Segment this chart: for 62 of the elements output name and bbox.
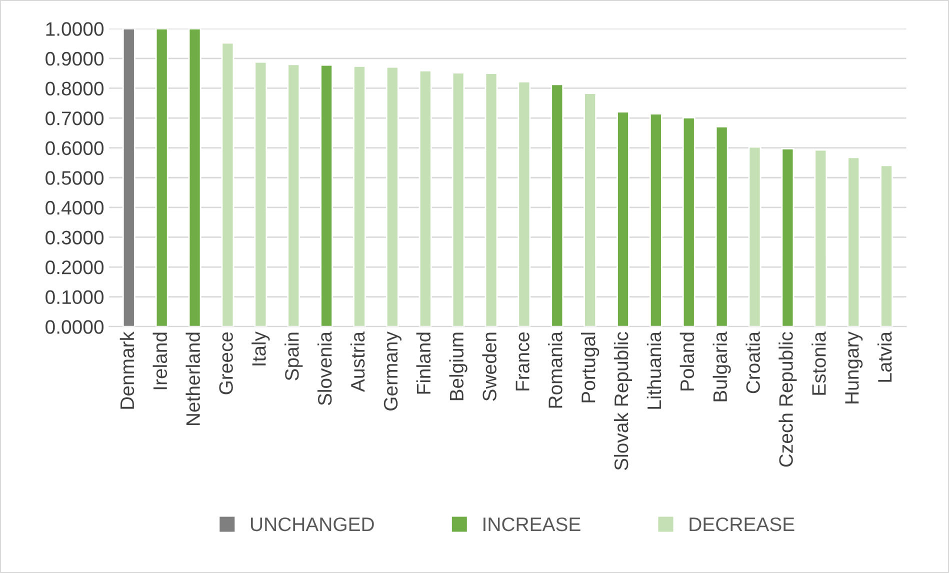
bar xyxy=(484,72,498,327)
x-tick-label: Denmark xyxy=(120,331,134,409)
bar xyxy=(386,66,399,327)
bar xyxy=(155,28,168,327)
x-tick-label: Finland xyxy=(416,332,431,394)
y-tick-label: 0.8000 xyxy=(46,82,104,96)
x-tick-label: Slovenia xyxy=(317,331,332,406)
y-tick-label: 0.9000 xyxy=(46,52,104,66)
bar xyxy=(682,117,696,327)
x-tick-label: Bulgaria xyxy=(712,331,731,402)
bar xyxy=(847,156,860,327)
bar xyxy=(452,72,465,327)
bar xyxy=(814,149,828,327)
y-tick-label: 0.4000 xyxy=(46,200,104,215)
y-tick-label: 0.6000 xyxy=(46,141,104,156)
x-tick-label: Poland xyxy=(680,332,694,390)
bar xyxy=(649,113,662,327)
x-tick-label: Lithuania xyxy=(646,331,662,409)
y-tick-label: 0.7000 xyxy=(46,112,104,126)
bar xyxy=(353,66,366,327)
bar xyxy=(122,28,136,327)
x-tick-label: Greece xyxy=(219,332,233,394)
x-tick-label: Croatia xyxy=(746,331,760,394)
y-tick-label: 0.5000 xyxy=(46,171,104,185)
bar xyxy=(748,146,762,327)
bar xyxy=(287,64,300,327)
x-tick-label: Slovak Republic xyxy=(614,332,632,470)
bar xyxy=(880,164,893,327)
bar xyxy=(518,80,531,327)
x-tick-label: Latvia xyxy=(877,331,892,382)
x-tick-label: Czech Republic xyxy=(778,332,797,467)
x-tick-label: Sweden xyxy=(482,332,496,401)
bar xyxy=(715,126,728,327)
x-tick-label: France xyxy=(516,332,530,390)
bar xyxy=(418,70,432,327)
bar xyxy=(616,111,630,327)
x-tick-label: Estonia xyxy=(812,331,826,395)
bar xyxy=(221,42,234,327)
y-tick-label: 1.0000 xyxy=(46,22,104,36)
y-tick-label: 0.3000 xyxy=(46,230,104,244)
x-tick-label: Austria xyxy=(350,331,365,392)
x-tick-label: Portugal xyxy=(581,332,600,402)
bar xyxy=(584,92,597,327)
bar xyxy=(781,148,794,327)
legend-label: INCREASE xyxy=(484,517,580,532)
bar xyxy=(550,84,564,327)
legend-label: UNCHANGED xyxy=(251,517,374,532)
bar xyxy=(188,28,202,327)
bar xyxy=(320,64,333,327)
bar xyxy=(254,61,268,327)
x-tick-label: Germany xyxy=(384,332,402,410)
x-tick-label: Spain xyxy=(284,332,303,380)
x-tick-label: Belgium xyxy=(449,332,468,400)
legend-label: DECREASE xyxy=(690,517,794,532)
x-tick-label: Italy xyxy=(252,332,270,366)
y-tick-label: 0.2000 xyxy=(46,260,104,274)
x-tick-label: Netherland xyxy=(186,332,200,425)
x-tick-label: Ireland xyxy=(152,332,168,390)
x-tick-label: Romania xyxy=(548,331,562,408)
y-tick-label: 0.0000 xyxy=(46,320,104,334)
x-tick-label: Hungary xyxy=(845,332,863,404)
y-tick-label: 0.1000 xyxy=(46,290,104,304)
